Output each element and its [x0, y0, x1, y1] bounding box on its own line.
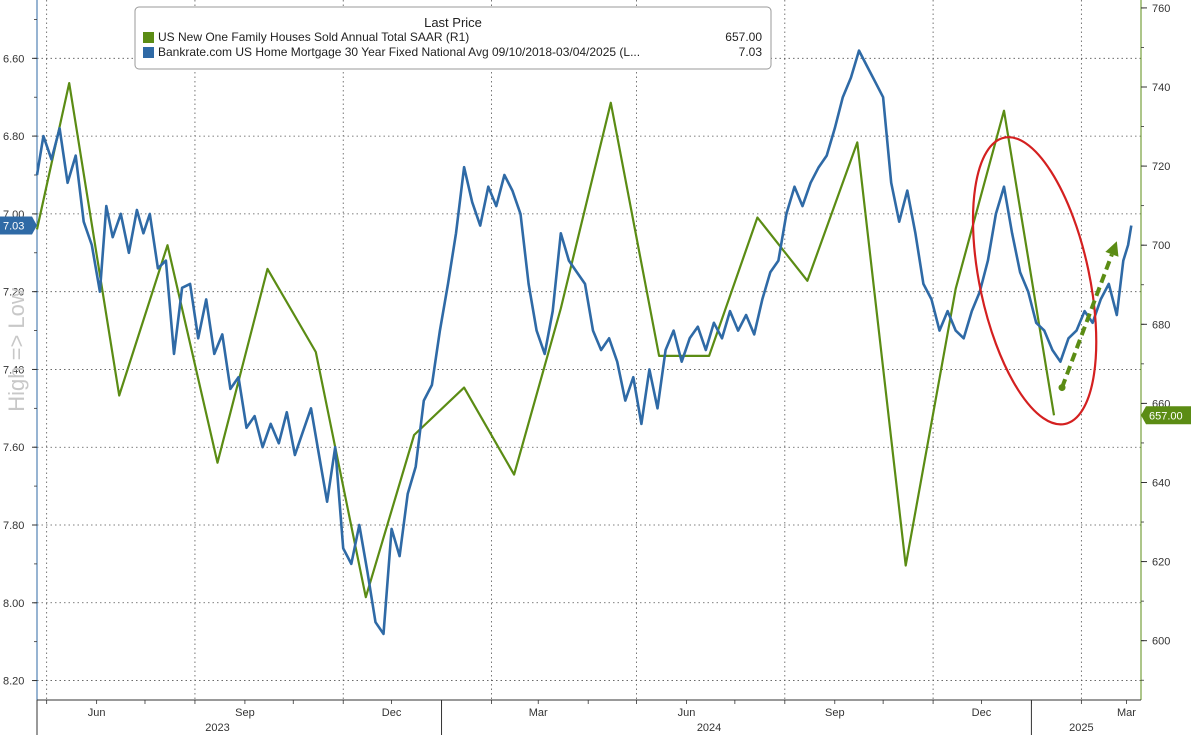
- x-month-label: Dec: [972, 707, 992, 719]
- x-year-label: 2025: [1069, 722, 1093, 734]
- legend-swatch: [143, 47, 154, 58]
- legend-last-value: 7.03: [739, 45, 763, 59]
- left-tick-label: 7.20: [3, 287, 24, 299]
- right-tick-label: 740: [1152, 82, 1170, 94]
- left-tick-label: 6.60: [3, 53, 24, 65]
- x-month-label: Jun: [678, 707, 696, 719]
- x-month-label: Mar: [1117, 707, 1136, 719]
- legend-swatch: [143, 32, 154, 43]
- left-axis: 6.606.807.007.207.407.607.808.008.20High…: [3, 0, 38, 700]
- right-tick-label: 760: [1152, 3, 1170, 15]
- legend-series-name: US New One Family Houses Sold Annual Tot…: [158, 30, 469, 44]
- left-last-badge: [0, 216, 37, 235]
- x-year-label: 2024: [697, 722, 721, 734]
- legend-header: Last Price: [424, 15, 482, 30]
- left-tick-label: 7.40: [3, 364, 24, 376]
- legend-box: [134, 6, 772, 70]
- legend-last-value: 657.00: [725, 30, 762, 44]
- annotation-layer: [971, 136, 1119, 426]
- right-tick-label: 620: [1152, 557, 1170, 569]
- right-tick-label: 640: [1152, 477, 1170, 489]
- right-tick-label: 720: [1152, 161, 1170, 173]
- last-value-badges: 7.03 657.00: [0, 216, 1191, 425]
- home-sales-line: [35, 81, 1056, 599]
- left-tick-label: 6.80: [3, 131, 24, 143]
- x-year-label: 2023: [205, 722, 229, 734]
- grid-lines: [37, 0, 1141, 700]
- red-highlight-ellipse: [971, 136, 1098, 426]
- right-last-badge: [1141, 406, 1191, 425]
- x-month-label: Jun: [88, 707, 106, 719]
- dashed-arrow-head: [1105, 241, 1119, 257]
- left-last-badge-text: 7.03: [3, 221, 24, 233]
- x-axis: Jun Sep Dec Mar Jun Sep Dec Mar 2023 2024 2025: [36, 699, 1141, 735]
- legend-series-name: Bankrate.com US Home Mortgage 30 Year Fi…: [158, 45, 640, 59]
- right-tick-label: 680: [1152, 319, 1170, 331]
- left-tick-label: 8.20: [3, 676, 24, 688]
- x-month-label: Sep: [825, 707, 845, 719]
- x-month-label: Sep: [235, 707, 255, 719]
- left-tick-label: 8.00: [3, 598, 24, 610]
- left-tick-label: 7.60: [3, 442, 24, 454]
- x-month-label: Mar: [529, 707, 548, 719]
- x-month-label: Dec: [382, 707, 402, 719]
- right-tick-label: 700: [1152, 240, 1170, 252]
- dashed-arrow-shaft: [1060, 253, 1114, 389]
- series-layer: [35, 49, 1133, 636]
- right-last-badge-text: 657.00: [1149, 410, 1183, 422]
- left-tick-label: 7.80: [3, 520, 24, 532]
- left-axis-label: High => Low: [4, 288, 29, 412]
- mortgage-rate-line: [35, 49, 1133, 636]
- right-tick-label: 600: [1152, 636, 1170, 648]
